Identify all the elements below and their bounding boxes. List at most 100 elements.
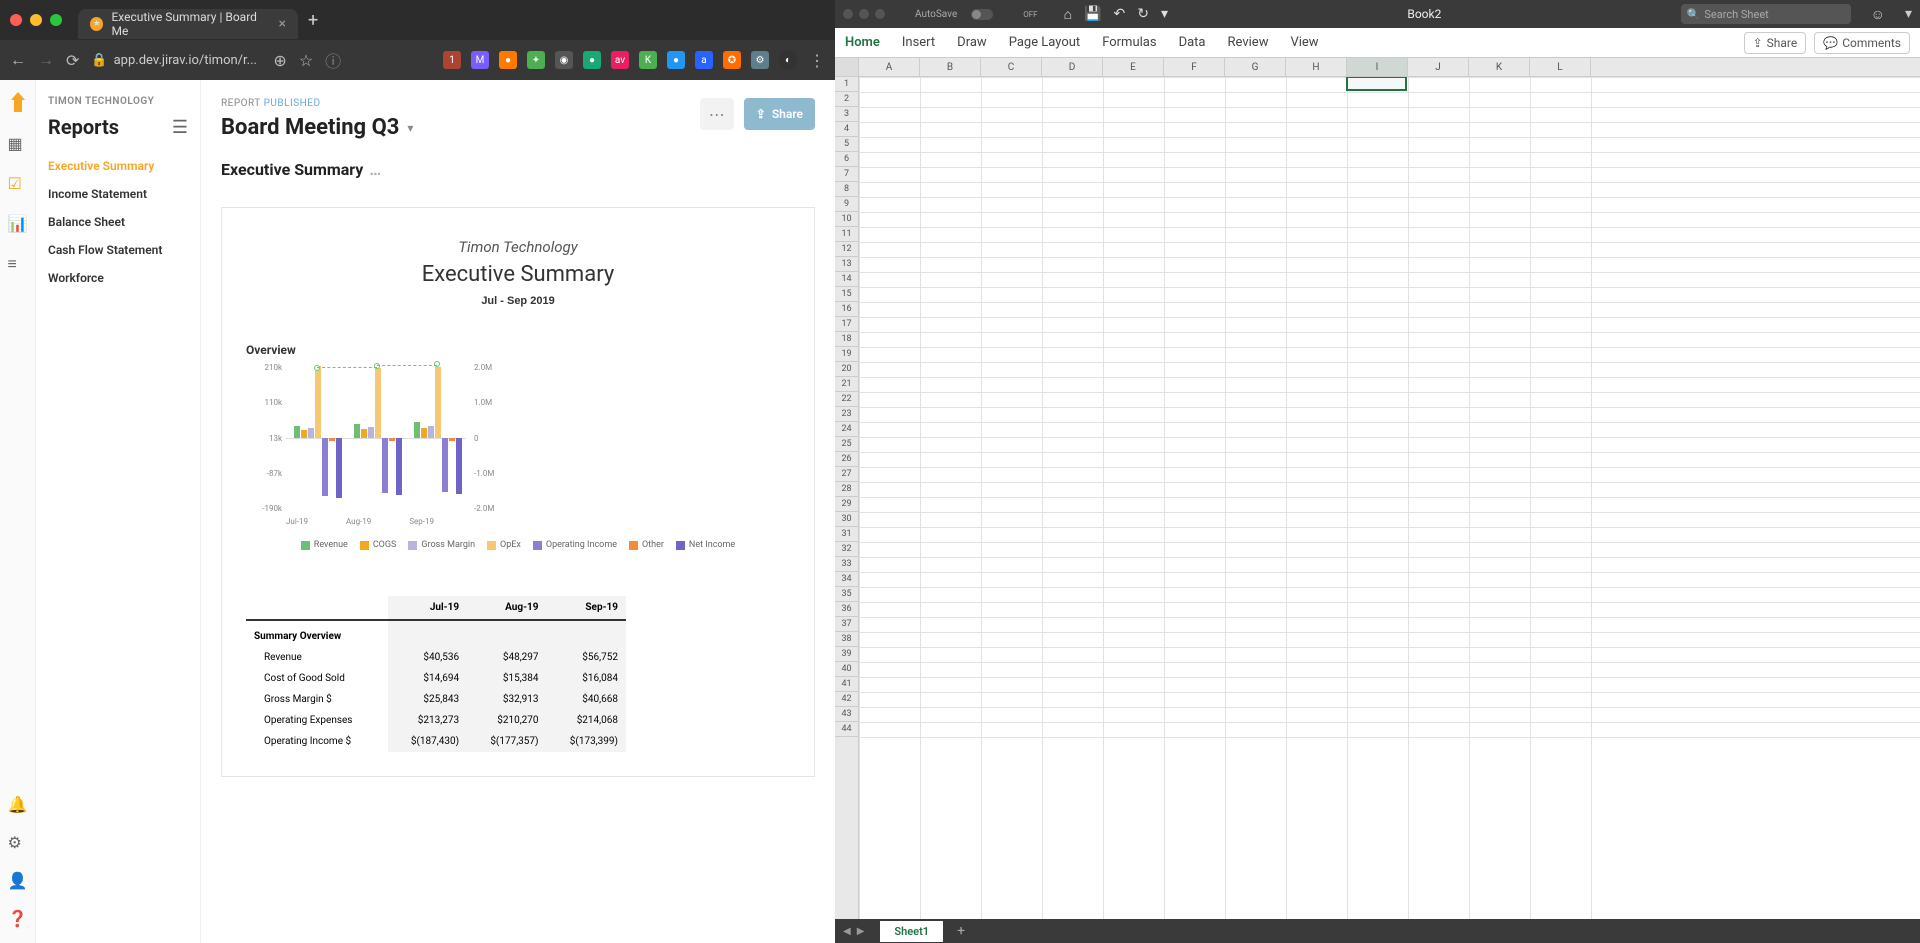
row-header[interactable]: 26 — [835, 452, 858, 467]
new-tab-button[interactable]: + — [308, 10, 318, 31]
select-all-corner[interactable] — [835, 58, 859, 76]
info-icon[interactable]: ⓘ — [325, 48, 341, 72]
help-icon[interactable]: ❓ — [8, 909, 28, 929]
chevron-down-icon[interactable]: ▾ — [1905, 6, 1912, 22]
share-button[interactable]: ⇪Share — [1744, 32, 1807, 54]
row-header[interactable]: 8 — [835, 182, 858, 197]
sidebar-item[interactable]: Executive Summary — [48, 159, 188, 173]
row-header[interactable]: 13 — [835, 257, 858, 272]
row-header[interactable]: 7 — [835, 167, 858, 182]
ribbon-tab[interactable]: Page Layout — [1009, 35, 1081, 50]
redo-icon[interactable]: ↻ — [1137, 6, 1149, 23]
column-header[interactable]: I — [1347, 58, 1408, 76]
row-header[interactable]: 14 — [835, 272, 858, 287]
extension-icon[interactable]: ⚙ — [751, 51, 769, 69]
column-header[interactable]: H — [1286, 58, 1347, 76]
ribbon-tab[interactable]: Insert — [902, 35, 935, 50]
row-header[interactable]: 38 — [835, 632, 858, 647]
row-header[interactable]: 5 — [835, 137, 858, 152]
row-header[interactable]: 16 — [835, 302, 858, 317]
autosave-toggle[interactable] — [971, 9, 993, 20]
browser-tab[interactable]: ★ Executive Summary | Board Me × — [78, 9, 298, 39]
minimize-window[interactable] — [30, 14, 42, 26]
close-window[interactable] — [10, 14, 22, 26]
extension-icon[interactable]: M — [471, 51, 489, 69]
row-header[interactable]: 30 — [835, 512, 858, 527]
row-header[interactable]: 22 — [835, 392, 858, 407]
row-header[interactable]: 37 — [835, 617, 858, 632]
star-icon[interactable]: ☆ — [299, 51, 313, 70]
reload-button[interactable]: ⟳ — [66, 51, 79, 70]
dots-icon[interactable]: … — [369, 160, 381, 179]
extension-icon[interactable]: ◐ — [779, 51, 797, 69]
row-header[interactable]: 3 — [835, 107, 858, 122]
column-header[interactable]: F — [1164, 58, 1225, 76]
row-header[interactable]: 15 — [835, 287, 858, 302]
menu-icon[interactable]: ⋮ — [809, 51, 825, 70]
sheet-prev-icon[interactable]: ◀ — [843, 926, 851, 937]
row-header[interactable]: 20 — [835, 362, 858, 377]
row-header[interactable]: 17 — [835, 317, 858, 332]
url-bar[interactable]: 🔒 app.dev.jirav.io/timon/r... — [91, 53, 261, 68]
row-header[interactable]: 34 — [835, 572, 858, 587]
dashboard-icon[interactable]: ▦ — [8, 134, 28, 154]
more-button[interactable]: ⋯ — [700, 98, 734, 130]
extension-icon[interactable]: ● — [667, 51, 685, 69]
row-header[interactable]: 19 — [835, 347, 858, 362]
back-button[interactable]: ← — [10, 50, 26, 70]
extension-icon[interactable]: ✪ — [723, 51, 741, 69]
row-header[interactable]: 24 — [835, 422, 858, 437]
column-header[interactable]: J — [1408, 58, 1469, 76]
row-header[interactable]: 40 — [835, 662, 858, 677]
row-header[interactable]: 27 — [835, 467, 858, 482]
feedback-icon[interactable]: ☺ — [1871, 6, 1885, 23]
selected-cell[interactable] — [1346, 77, 1407, 91]
share-button[interactable]: ⇪ Share — [744, 98, 815, 130]
row-header[interactable]: 11 — [835, 227, 858, 242]
row-header[interactable]: 6 — [835, 152, 858, 167]
row-header[interactable]: 1 — [835, 77, 858, 92]
row-header[interactable]: 39 — [835, 647, 858, 662]
row-header[interactable]: 28 — [835, 482, 858, 497]
row-header[interactable]: 36 — [835, 602, 858, 617]
undo-icon[interactable]: ↶ — [1114, 6, 1126, 23]
row-header[interactable]: 43 — [835, 707, 858, 722]
checkbox-icon[interactable]: ☑ — [8, 174, 28, 194]
row-header[interactable]: 12 — [835, 242, 858, 257]
column-header[interactable]: G — [1225, 58, 1286, 76]
row-header[interactable]: 23 — [835, 407, 858, 422]
forward-button[interactable]: → — [38, 50, 54, 70]
column-header[interactable]: L — [1530, 58, 1591, 76]
extension-icon[interactable]: ✦ — [527, 51, 545, 69]
save-icon[interactable]: 💾 — [1084, 6, 1101, 23]
row-header[interactable]: 41 — [835, 677, 858, 692]
comments-button[interactable]: 💬Comments — [1814, 32, 1910, 54]
bell-icon[interactable]: 🔔 — [8, 795, 28, 815]
row-header[interactable]: 4 — [835, 122, 858, 137]
column-header[interactable]: E — [1103, 58, 1164, 76]
extension-icon[interactable]: a — [695, 51, 713, 69]
row-header[interactable]: 35 — [835, 587, 858, 602]
extension-icon[interactable]: ● — [499, 51, 517, 69]
chart-icon[interactable]: 📊 — [8, 214, 28, 234]
row-header[interactable]: 32 — [835, 542, 858, 557]
home-icon[interactable]: ⌂ — [1064, 6, 1072, 23]
sidebar-item[interactable]: Cash Flow Statement — [48, 243, 188, 257]
search-icon[interactable]: ⊕ — [273, 51, 286, 70]
row-header[interactable]: 25 — [835, 437, 858, 452]
ribbon-tab[interactable]: Data — [1179, 35, 1206, 50]
row-header[interactable]: 31 — [835, 527, 858, 542]
extension-icon[interactable]: ◉ — [555, 51, 573, 69]
ribbon-tab[interactable]: View — [1290, 35, 1318, 50]
ribbon-tab[interactable]: Review — [1228, 35, 1269, 50]
column-header[interactable]: A — [859, 58, 920, 76]
row-header[interactable]: 21 — [835, 377, 858, 392]
extension-icon[interactable]: K — [639, 51, 657, 69]
ribbon-tab[interactable]: Draw — [957, 35, 987, 50]
row-header[interactable]: 33 — [835, 557, 858, 572]
extension-icon[interactable]: 1 — [443, 51, 461, 69]
sidebar-item[interactable]: Balance Sheet — [48, 215, 188, 229]
extension-icon[interactable]: av — [611, 51, 629, 69]
ribbon-tab[interactable]: Formulas — [1102, 35, 1156, 50]
search-sheet-input[interactable]: 🔍 Search Sheet — [1681, 4, 1851, 24]
